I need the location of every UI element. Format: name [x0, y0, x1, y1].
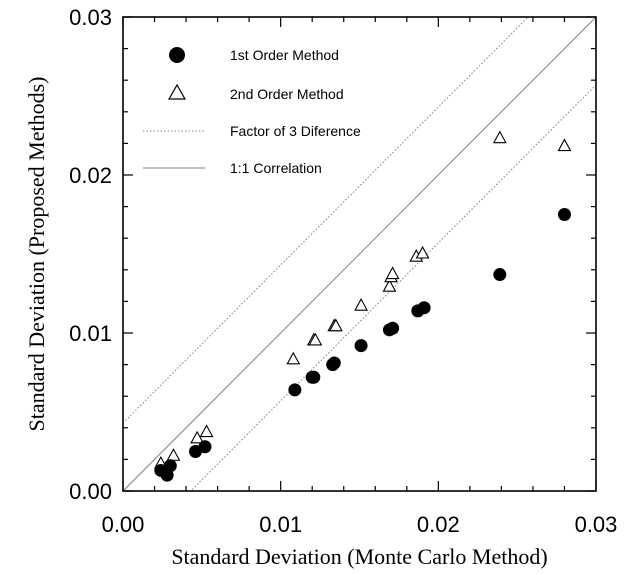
x-axis-title: Standard Deviation (Monte Carlo Method) — [171, 544, 547, 569]
point-2nd-order-9 — [354, 297, 369, 311]
y-tick-label-3: 0.03 — [69, 5, 112, 30]
point-1st-order-2 — [163, 459, 177, 473]
point-2nd-order-15 — [492, 130, 507, 144]
legend-label-factor-of-3: Factor of 3 Diference — [230, 123, 361, 139]
ref-line-3-0 — [123, 17, 596, 491]
point-2nd-order-12 — [385, 266, 400, 280]
point-1st-order-15 — [493, 268, 507, 282]
plot-frame — [122, 16, 597, 492]
y-axis-title: Standard Deviation (Proposed Methods) — [24, 77, 49, 432]
ref-line-2-1 — [190, 84, 596, 491]
data-markers — [153, 130, 572, 482]
legend-marker-1st-order — [169, 47, 185, 63]
point-2nd-order-6 — [308, 332, 323, 346]
legend-label-2nd-order: 2nd Order Method — [230, 86, 344, 102]
point-2nd-order-2 — [190, 430, 205, 444]
ref-line-2-0 — [123, 17, 529, 424]
y-tick-label-1: 0.01 — [69, 321, 112, 346]
point-2nd-order-10 — [382, 279, 397, 292]
x-tick-labels: 0.00 0.01 0.02 0.03 — [102, 512, 618, 537]
legend: 1st Order Method 2nd Order Method Factor… — [143, 47, 361, 176]
point-2nd-order-14 — [415, 245, 430, 259]
point-2nd-order-4 — [286, 351, 301, 365]
point-1st-order-7 — [307, 370, 321, 384]
x-tick-label-1: 0.01 — [259, 512, 302, 537]
point-2nd-order-3 — [199, 424, 214, 438]
point-1st-order-4 — [198, 440, 212, 454]
point-2nd-order-8 — [328, 318, 343, 332]
legend-label-1st-order: 1st Order Method — [230, 47, 339, 63]
point-1st-order-10 — [354, 339, 368, 353]
point-2nd-order-1 — [166, 448, 181, 461]
reference-lines — [123, 17, 596, 491]
point-1st-order-12 — [386, 321, 400, 335]
point-1st-order-9 — [327, 356, 341, 370]
point-1st-order-5 — [288, 383, 302, 397]
y-tick-label-2: 0.02 — [69, 163, 112, 188]
point-1st-order-14 — [417, 301, 431, 315]
point-2nd-order-16 — [557, 138, 572, 152]
y-tick-labels: 0.00 0.01 0.02 0.03 — [69, 5, 112, 504]
point-1st-order-16 — [557, 208, 571, 221]
x-tick-label-0: 0.00 — [102, 512, 145, 537]
legend-marker-2nd-order — [167, 83, 187, 100]
axis-ticks — [122, 16, 597, 492]
x-tick-label-3: 0.03 — [575, 512, 618, 537]
y-tick-label-0: 0.00 — [69, 479, 112, 504]
legend-label-1-1: 1:1 Correlation — [230, 160, 322, 176]
x-tick-label-2: 0.02 — [417, 512, 460, 537]
